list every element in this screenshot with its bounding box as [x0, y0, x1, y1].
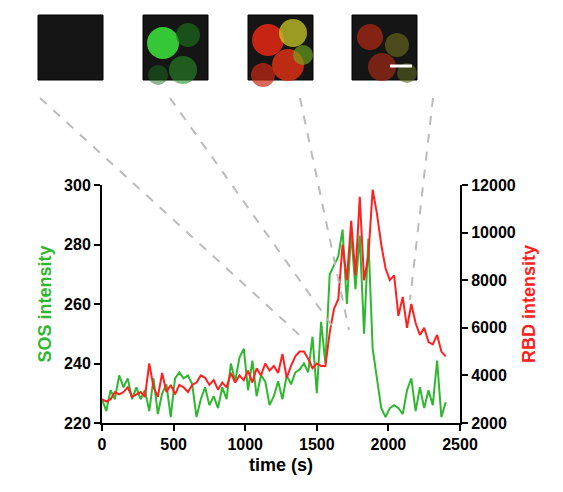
- svg-text:300: 300: [64, 177, 91, 194]
- svg-text:12000: 12000: [471, 177, 516, 194]
- svg-text:500: 500: [160, 436, 187, 453]
- svg-text:RBD intensity: RBD intensity: [519, 245, 539, 363]
- svg-text:0: 0: [98, 436, 107, 453]
- svg-text:240: 240: [64, 355, 91, 372]
- svg-text:4000: 4000: [471, 367, 507, 384]
- svg-text:8000: 8000: [471, 272, 507, 289]
- svg-text:10000: 10000: [471, 224, 516, 241]
- svg-text:220: 220: [64, 415, 91, 432]
- svg-text:2500: 2500: [442, 436, 478, 453]
- svg-text:2000: 2000: [371, 436, 407, 453]
- svg-text:SOS intensity: SOS intensity: [35, 245, 55, 362]
- svg-text:1500: 1500: [299, 436, 335, 453]
- svg-text:1000: 1000: [227, 436, 263, 453]
- svg-text:2000: 2000: [471, 415, 507, 432]
- svg-text:260: 260: [64, 296, 91, 313]
- svg-text:280: 280: [64, 236, 91, 253]
- svg-text:6000: 6000: [471, 319, 507, 336]
- svg-text:time (s): time (s): [249, 455, 313, 475]
